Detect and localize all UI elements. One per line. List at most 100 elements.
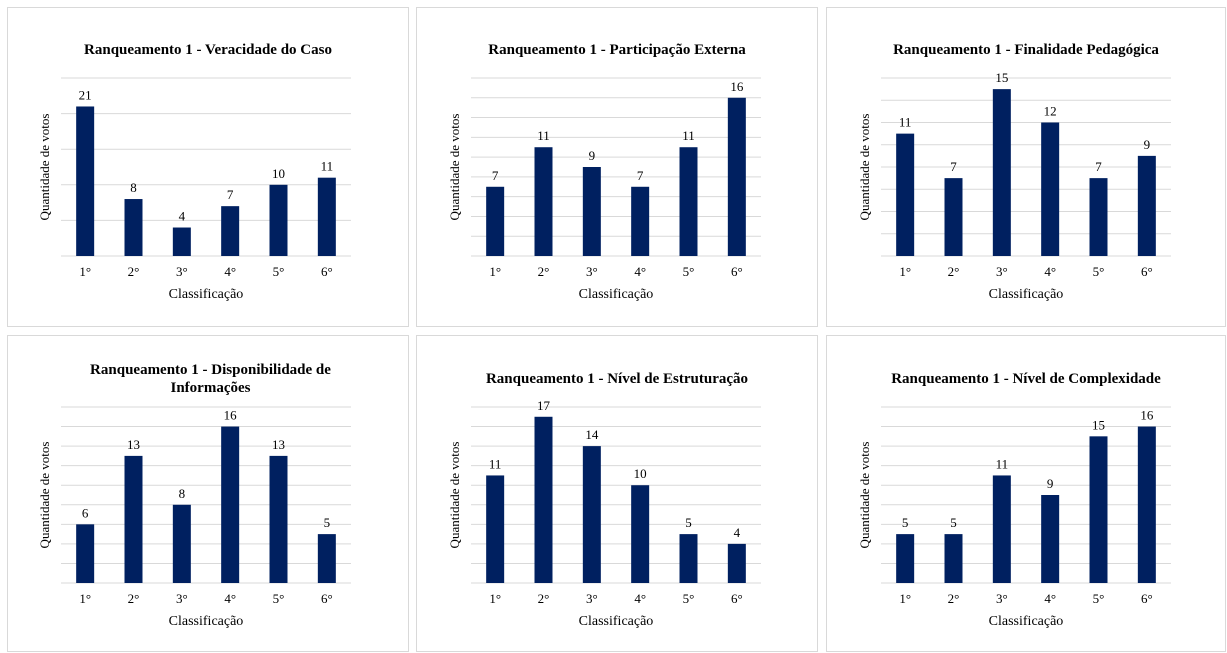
bar	[631, 186, 650, 256]
x-tick-label: 5°	[273, 591, 285, 606]
bar	[1137, 426, 1156, 583]
bar	[727, 543, 746, 583]
x-tick-label: 2°	[948, 264, 960, 279]
data-label: 8	[179, 486, 186, 501]
x-tick-label: 1°	[79, 591, 91, 606]
chart-panel: Ranqueamento 1 - Nível de Complexidade 5 1…	[826, 335, 1226, 652]
data-label: 17	[537, 398, 551, 413]
chart-plot: 7 1° 11 2° 9 3° 7 4° 11 5° 16 6° Classificação Quanti…	[447, 77, 761, 302]
y-axis-label: Quantidade de votos	[37, 442, 52, 549]
bar	[486, 475, 505, 583]
bar	[221, 426, 240, 583]
x-tick-label: 4°	[1044, 264, 1056, 279]
x-axis-label: Classificação	[169, 287, 244, 302]
bar	[896, 133, 915, 256]
x-tick-label: 5°	[273, 264, 285, 279]
data-label: 7	[637, 168, 644, 183]
data-label: 9	[589, 148, 596, 163]
data-label: 13	[127, 437, 140, 452]
bar	[1089, 436, 1108, 583]
chart-panel: Ranqueamento 1 - Nível de Estruturação 11…	[416, 335, 818, 652]
bar	[269, 184, 288, 256]
data-label: 16	[224, 408, 238, 423]
data-label: 7	[227, 187, 234, 202]
bar	[679, 147, 698, 256]
bar	[679, 534, 698, 583]
chart-title: Ranqueamento 1 - Finalidade Pedagógica	[893, 42, 1159, 58]
x-tick-label: 3°	[176, 591, 188, 606]
data-label: 9	[1047, 476, 1054, 491]
x-tick-label: 1°	[899, 264, 911, 279]
bar	[172, 227, 191, 256]
chart-title: Ranqueamento 1 - Nível de Estruturação	[485, 371, 749, 387]
data-label: 7	[1095, 159, 1102, 174]
y-axis-label: Quantidade de votos	[857, 114, 872, 221]
chart-title: Ranqueamento 1 - Veracidade do Caso	[84, 42, 332, 58]
data-label: 6	[82, 505, 89, 520]
data-label: 11	[899, 115, 912, 130]
x-tick-label: 6°	[1141, 264, 1153, 279]
y-axis-label: Quantidade de votos	[447, 114, 462, 221]
x-axis-label: Classificação	[989, 614, 1064, 629]
bar	[582, 167, 601, 256]
bar	[944, 534, 963, 583]
y-axis-label: Quantidade de votos	[37, 114, 52, 221]
bar	[124, 455, 143, 583]
x-tick-label: 3°	[996, 591, 1008, 606]
data-label: 5	[902, 515, 909, 530]
data-label: 8	[130, 180, 137, 195]
data-label: 5	[685, 515, 692, 530]
bar	[631, 485, 650, 583]
bar	[944, 178, 963, 256]
data-label: 5	[324, 515, 331, 530]
data-label: 10	[634, 466, 647, 481]
data-label: 16	[1140, 408, 1154, 423]
data-label: 15	[1092, 417, 1105, 432]
data-label: 13	[272, 437, 285, 452]
x-tick-label: 2°	[128, 264, 140, 279]
x-tick-label: 3°	[586, 264, 598, 279]
x-tick-label: 6°	[1141, 591, 1153, 606]
x-tick-label: 6°	[321, 264, 333, 279]
bar	[1089, 178, 1108, 256]
bar	[896, 534, 915, 583]
data-label: 7	[492, 168, 499, 183]
bar	[992, 89, 1011, 256]
data-label: 7	[950, 159, 957, 174]
x-tick-label: 4°	[634, 591, 646, 606]
x-tick-label: 5°	[683, 591, 695, 606]
data-label: 16	[730, 79, 744, 94]
bar	[172, 504, 191, 583]
x-tick-label: 3°	[176, 264, 188, 279]
data-label: 11	[489, 456, 502, 471]
x-tick-label: 4°	[1044, 591, 1056, 606]
chart-plot: 11 1° 7 2° 15 3° 12 4° 7 5° 9 6° Classificação Quanti…	[857, 70, 1171, 302]
data-label: 10	[272, 166, 285, 181]
x-axis-label: Classificação	[989, 287, 1064, 302]
chart-plot: 6 1° 13 2° 8 3° 16 4° 13 5° 5 6° Classificação Quanti…	[37, 406, 351, 629]
x-tick-label: 5°	[1093, 591, 1105, 606]
data-label: 14	[585, 427, 599, 442]
data-label: 5	[950, 515, 957, 530]
data-label: 9	[1144, 137, 1151, 152]
chart-plot: 11 1° 17 2° 14 3° 10 4° 5 5° 4 6° Classificação Quant…	[447, 398, 761, 629]
bar	[1041, 495, 1060, 583]
bar	[727, 97, 746, 257]
bar	[317, 177, 336, 256]
x-tick-label: 1°	[79, 264, 91, 279]
data-label: 11	[321, 159, 334, 174]
x-axis-label: Classificação	[579, 287, 654, 302]
chart-title: Ranqueamento 1 - Participação Externa	[488, 42, 746, 58]
x-tick-label: 2°	[948, 591, 960, 606]
y-axis-label: Quantidade de votos	[447, 442, 462, 549]
x-tick-label: 1°	[899, 591, 911, 606]
data-label: 11	[996, 456, 1009, 471]
x-tick-label: 5°	[1093, 264, 1105, 279]
data-label: 11	[682, 128, 695, 143]
data-label: 21	[79, 87, 92, 102]
bar	[534, 147, 553, 256]
bar	[1137, 155, 1156, 256]
bar	[534, 416, 553, 583]
data-label: 4	[179, 209, 186, 224]
x-tick-label: 2°	[538, 264, 550, 279]
